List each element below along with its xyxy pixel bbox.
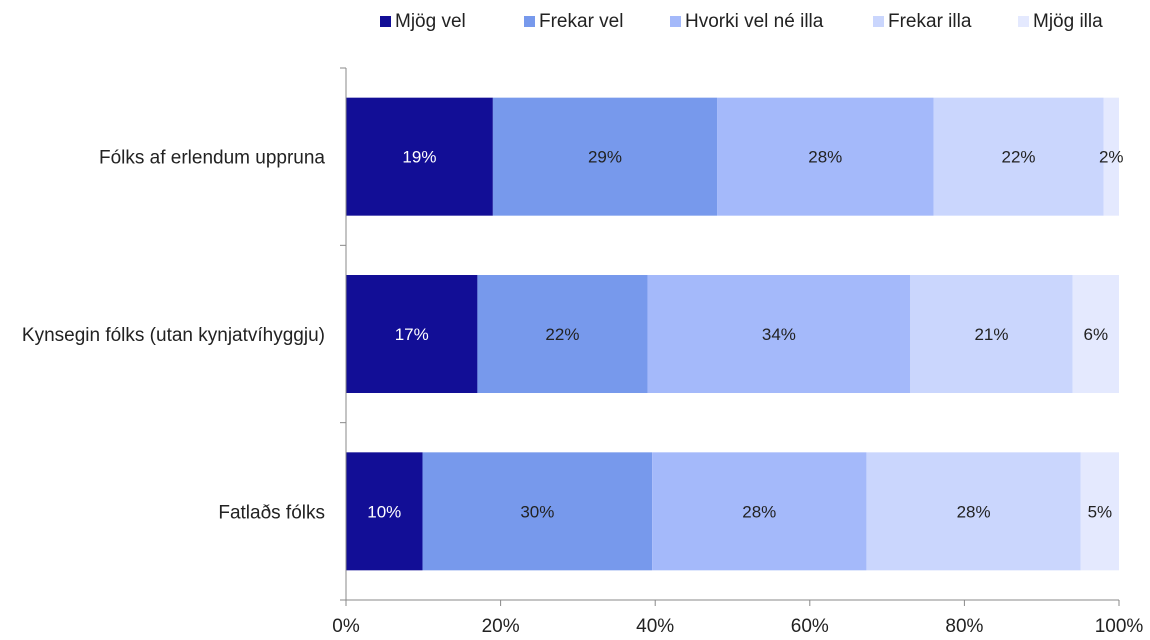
bar-segment (477, 275, 648, 393)
bar-segment (647, 275, 911, 393)
category-label: Kynsegin fólks (utan kynjatvíhyggju) (22, 325, 325, 346)
bar-segment (422, 452, 653, 571)
data-label: 34% (762, 325, 796, 344)
x-tick-label: 60% (791, 616, 829, 637)
chart-legend: Mjög vel Frekar vel Hvorki vel né illa Frek… (380, 11, 1103, 32)
category-label: Fatlaðs fólks (218, 502, 325, 523)
bar-segment (346, 275, 478, 393)
legend-label: Mjög vel (395, 11, 466, 32)
bar-segment (910, 275, 1073, 393)
data-label: 10% (367, 502, 401, 521)
legend-swatch (873, 16, 884, 27)
data-label: 28% (742, 502, 776, 521)
legend-swatch (524, 16, 535, 27)
legend-label: Frekar illa (888, 11, 972, 32)
bar-segment (346, 452, 423, 571)
chart-axes: Fólks af erlendum uppruna Kynsegin fólks … (22, 67, 1144, 637)
data-label: 30% (520, 502, 554, 521)
bar-segment (652, 452, 867, 571)
legend-label: Mjög illa (1033, 11, 1103, 32)
legend-label: Hvorki vel né illa (685, 11, 824, 32)
bar-segment (866, 452, 1081, 571)
category-label: Fólks af erlendum uppruna (99, 148, 325, 169)
legend-label: Frekar vel (539, 11, 623, 32)
bar-segment (1080, 452, 1119, 571)
bar-segment (717, 97, 934, 216)
data-label: 19% (402, 148, 436, 167)
data-label: 28% (808, 148, 842, 167)
x-tick-label: 0% (332, 616, 360, 637)
bar-segment (933, 97, 1104, 216)
legend-swatch (670, 16, 681, 27)
legend-swatch (1018, 16, 1029, 27)
data-label: 21% (974, 325, 1008, 344)
x-tick-label: 40% (636, 616, 674, 637)
legend-swatch (380, 16, 391, 27)
data-label: 17% (395, 325, 429, 344)
bar-segment (1072, 275, 1119, 393)
data-label: 22% (545, 325, 579, 344)
data-label: 22% (1001, 148, 1035, 167)
x-tick-label: 80% (945, 616, 983, 637)
bar-segment (346, 97, 493, 216)
data-label: 5% (1088, 502, 1113, 521)
data-label: 6% (1084, 325, 1109, 344)
x-tick-label: 20% (482, 616, 520, 637)
data-label: 29% (588, 148, 622, 167)
bar-segment (1103, 97, 1119, 216)
bar-segment (492, 97, 718, 216)
x-tick-label: 100% (1095, 616, 1144, 637)
data-label: 2% (1099, 148, 1124, 167)
chart-bars: 19% 29% 28% 22% 2% 17% 22% 34% 21% 6% 10% 30% 28% 28%… (346, 97, 1124, 571)
data-label: 28% (957, 502, 991, 521)
